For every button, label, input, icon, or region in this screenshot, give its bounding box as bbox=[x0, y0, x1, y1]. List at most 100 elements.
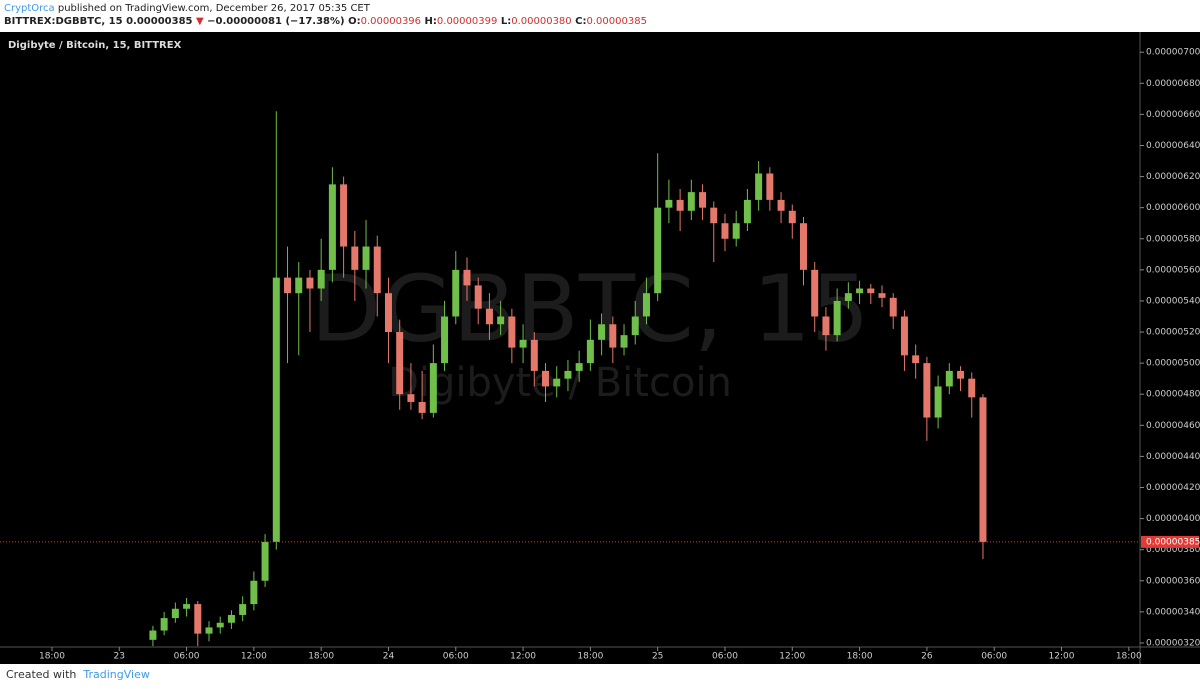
x-tick-label: 06:00 bbox=[981, 652, 1007, 662]
x-tick-label: 26 bbox=[921, 652, 933, 662]
h-label: H: bbox=[424, 16, 437, 27]
x-tick-label: 06:00 bbox=[712, 652, 738, 662]
author-link[interactable]: CryptOrca bbox=[4, 3, 55, 14]
y-tick-label: 0.00000540 bbox=[1146, 296, 1200, 306]
last: 0.00000385 bbox=[126, 16, 193, 27]
y-tick-label: 0.00000580 bbox=[1146, 234, 1200, 244]
candle-body bbox=[945, 370, 953, 387]
candle-body bbox=[968, 378, 976, 398]
candle-body bbox=[934, 386, 942, 418]
change: −0.00000081 (−17.38%) bbox=[207, 16, 345, 27]
x-tick-label: 18:00 bbox=[39, 652, 65, 662]
y-tick-label: 0.00000360 bbox=[1146, 576, 1200, 586]
x-tick-label: 18:00 bbox=[847, 652, 873, 662]
x-tick-label: 18:00 bbox=[308, 652, 334, 662]
x-tick-label: 18:00 bbox=[577, 652, 603, 662]
l-label: L: bbox=[500, 16, 512, 27]
x-tick-label: 12:00 bbox=[779, 652, 805, 662]
candle-body bbox=[497, 316, 505, 325]
y-tick-label: 0.00000520 bbox=[1146, 328, 1200, 338]
published: published on TradingView.com, December 2… bbox=[54, 3, 370, 14]
candle-body bbox=[160, 618, 168, 631]
candle-body bbox=[441, 316, 449, 364]
y-tick-label: 0.00000340 bbox=[1146, 607, 1200, 617]
x-tick-label: 25 bbox=[652, 652, 663, 662]
candle-body bbox=[171, 608, 179, 619]
candle-body bbox=[250, 580, 258, 605]
candle-body bbox=[721, 223, 729, 239]
candle-body bbox=[620, 335, 628, 348]
candle-body bbox=[295, 277, 303, 294]
candle-body bbox=[216, 622, 224, 628]
quote-line: BITTREX:DGBBTC, 15 0.00000385 ▼ −0.00000… bbox=[4, 16, 647, 27]
y-tick-label: 0.00000420 bbox=[1146, 483, 1200, 493]
candle-body bbox=[542, 370, 550, 387]
candle-body bbox=[699, 192, 707, 208]
header: CryptOrca published on TradingView.com, … bbox=[0, 0, 1200, 32]
y-tick-label: 0.00000660 bbox=[1146, 110, 1200, 120]
brand-link[interactable]: TradingView bbox=[83, 668, 150, 681]
y-tick-label: 0.00000560 bbox=[1146, 265, 1200, 275]
candle-body bbox=[306, 277, 314, 289]
candle-body bbox=[979, 397, 987, 542]
candle-body bbox=[867, 288, 875, 294]
candle-body bbox=[418, 401, 426, 413]
candle-body bbox=[564, 370, 572, 379]
candle-body bbox=[957, 370, 965, 379]
candle-body bbox=[912, 355, 920, 364]
symbol: BITTREX:DGBBTC, 15 bbox=[4, 16, 123, 27]
candle-body bbox=[710, 207, 718, 224]
y-tick-label: 0.00000380 bbox=[1146, 545, 1200, 555]
candle-body bbox=[396, 332, 404, 395]
last-price-box bbox=[1141, 535, 1199, 548]
c-label: C: bbox=[575, 16, 587, 27]
y-tick-label: 0.00000320 bbox=[1146, 638, 1200, 648]
x-tick-label: 24 bbox=[383, 652, 395, 662]
y-tick-label: 0.00000500 bbox=[1146, 359, 1200, 369]
y-tick-label: 0.00000700 bbox=[1146, 48, 1200, 58]
chart: DGBBTC, 15 Digibyte / Bitcoin Digibyte /… bbox=[0, 32, 1200, 664]
y-tick-label: 0.00000640 bbox=[1146, 141, 1200, 151]
candle-body bbox=[822, 316, 830, 336]
candle-body bbox=[598, 324, 606, 340]
candle-body bbox=[340, 184, 348, 247]
x-tick-label: 12:00 bbox=[510, 652, 536, 662]
candle-body bbox=[889, 297, 897, 317]
candle-body bbox=[452, 269, 460, 317]
candle-body bbox=[799, 223, 807, 270]
candle-body bbox=[183, 604, 191, 609]
candle-body bbox=[351, 246, 359, 270]
candle-body bbox=[384, 293, 392, 333]
candle-body bbox=[205, 627, 213, 634]
x-tick-label: 06:00 bbox=[443, 652, 469, 662]
candle-body bbox=[654, 207, 662, 294]
candle-body bbox=[194, 604, 202, 634]
chart-background bbox=[0, 32, 1200, 664]
low: 0.00000380 bbox=[511, 16, 572, 27]
y-tick-label: 0.00000600 bbox=[1146, 203, 1200, 213]
candle-body bbox=[149, 630, 157, 640]
footer: Created with TradingView bbox=[6, 668, 150, 681]
candle-body bbox=[239, 604, 247, 615]
candle-body bbox=[519, 339, 527, 348]
candle-body bbox=[856, 288, 864, 294]
candle-body bbox=[811, 269, 819, 317]
candle-body bbox=[755, 173, 763, 200]
y-tick-label: 0.00000480 bbox=[1146, 390, 1200, 400]
candle-body bbox=[609, 324, 617, 348]
close: 0.00000385 bbox=[586, 16, 647, 27]
x-tick-label: 12:00 bbox=[1049, 652, 1075, 662]
candle-body bbox=[530, 339, 538, 371]
candle-body bbox=[665, 199, 673, 208]
candle-body bbox=[362, 246, 370, 270]
y-tick-label: 0.00000400 bbox=[1146, 514, 1200, 524]
candle-body bbox=[407, 394, 415, 402]
candle-body bbox=[317, 269, 325, 289]
candle-body bbox=[777, 199, 785, 211]
x-tick-label: 18:00 bbox=[1116, 652, 1142, 662]
open: 0.00000396 bbox=[360, 16, 422, 27]
candle-body bbox=[463, 269, 471, 286]
candle-body bbox=[284, 277, 292, 294]
candle-body bbox=[900, 316, 908, 356]
